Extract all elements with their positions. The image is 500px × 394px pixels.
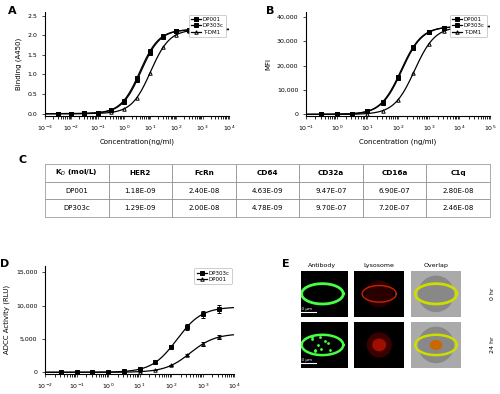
Ellipse shape	[366, 333, 392, 357]
Text: C: C	[18, 155, 26, 165]
Y-axis label: ADCC Activity (RLU): ADCC Activity (RLU)	[4, 285, 10, 355]
Legend: DP303c, DP001: DP303c, DP001	[194, 268, 232, 284]
Text: Lysosome: Lysosome	[364, 263, 394, 268]
Bar	[411, 322, 461, 368]
Bar	[354, 322, 405, 368]
Text: E: E	[282, 259, 290, 269]
Text: B: B	[266, 6, 274, 16]
X-axis label: Concentration (ng/ml): Concentration (ng/ml)	[360, 138, 436, 145]
X-axis label: Concentration(ng/ml): Concentration(ng/ml)	[100, 138, 174, 145]
Legend: DP001, DP303c, T-DM1: DP001, DP303c, T-DM1	[450, 15, 487, 37]
Ellipse shape	[418, 275, 454, 312]
Bar	[354, 271, 405, 317]
Text: Overlap: Overlap	[424, 263, 448, 268]
Bar	[411, 271, 461, 317]
Bar	[298, 271, 348, 317]
Ellipse shape	[430, 340, 442, 350]
Text: Antibody: Antibody	[308, 263, 336, 268]
Y-axis label: MFI: MFI	[266, 58, 272, 70]
Text: 0 hr: 0 hr	[490, 288, 495, 300]
Legend: DP001, DP303c, T-DM1: DP001, DP303c, T-DM1	[189, 15, 226, 37]
Text: A: A	[8, 6, 17, 16]
Text: 10 μm: 10 μm	[299, 358, 312, 362]
Y-axis label: Binding (A450): Binding (A450)	[16, 37, 22, 90]
Ellipse shape	[366, 280, 393, 308]
Ellipse shape	[418, 327, 454, 363]
Bar	[298, 322, 348, 368]
Text: D: D	[0, 259, 9, 269]
Ellipse shape	[372, 338, 386, 351]
Text: 10 μm: 10 μm	[299, 307, 312, 311]
Text: 24 hr: 24 hr	[490, 336, 495, 353]
